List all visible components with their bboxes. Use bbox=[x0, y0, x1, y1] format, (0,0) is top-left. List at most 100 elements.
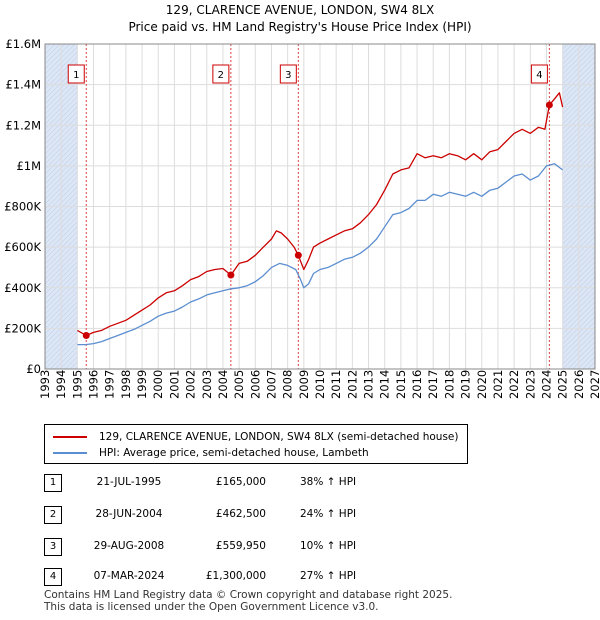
x-tick-label: 2010 bbox=[313, 370, 327, 399]
x-tick-label: 1993 bbox=[38, 370, 52, 399]
x-tick-label: 2025 bbox=[556, 370, 570, 399]
plot-frame bbox=[44, 43, 596, 370]
transaction-row: 2 28-JUN-2004 £462,500 24% ↑ HPI bbox=[44, 506, 444, 524]
x-tick-label: 1995 bbox=[70, 370, 84, 399]
price-chart: 129, CLARENCE AVENUE, LONDON, SW4 8LX Pr… bbox=[4, 3, 600, 399]
x-tick-label: 2024 bbox=[539, 370, 553, 399]
hatch-line bbox=[572, 346, 596, 370]
x-tick-label: 2000 bbox=[151, 370, 165, 399]
y-tick-label: £800K bbox=[4, 200, 41, 214]
sale-label-number: 3 bbox=[285, 70, 291, 81]
transaction-date: 29-AUG-2008 bbox=[93, 540, 165, 552]
transaction-hpi-change: 10% ↑ HPI bbox=[300, 540, 357, 552]
x-tick-label: 1997 bbox=[103, 370, 117, 399]
y-tick-label: £200K bbox=[4, 321, 41, 335]
sale-label-box bbox=[67, 64, 85, 84]
hatch-line bbox=[44, 43, 76, 75]
hatch-line bbox=[44, 43, 71, 70]
transaction-number: 3 bbox=[44, 538, 62, 556]
sale-label-number: 1 bbox=[73, 70, 79, 81]
sale-point bbox=[294, 251, 302, 259]
transaction-hpi-change: 24% ↑ HPI bbox=[300, 508, 357, 520]
hatch-line bbox=[44, 43, 61, 60]
x-tick-label: 1998 bbox=[119, 370, 133, 399]
x-tick-label: 2001 bbox=[167, 370, 181, 399]
x-tick-label: 2020 bbox=[475, 370, 489, 399]
hatch-line bbox=[44, 43, 56, 55]
x-tick-label: 1999 bbox=[135, 370, 149, 399]
y-tick-label: £1M bbox=[16, 159, 41, 173]
transaction-row: 1 21-JUL-1995 £165,000 38% ↑ HPI bbox=[44, 474, 444, 492]
hatch-line bbox=[562, 43, 568, 50]
transaction-number: 1 bbox=[44, 474, 62, 492]
legend: 129, CLARENCE AVENUE, LONDON, SW4 8LX (s… bbox=[44, 424, 468, 464]
transaction-row: 4 07-MAR-2024 £1,300,000 27% ↑ HPI bbox=[44, 568, 444, 586]
footer: Contains HM Land Registry data © Crown c… bbox=[44, 589, 453, 613]
hatch-line bbox=[54, 346, 78, 370]
footer-copyright: Contains HM Land Registry data © Crown c… bbox=[44, 589, 453, 601]
x-tick-label: 2005 bbox=[232, 370, 246, 399]
y-tick-label: £400K bbox=[4, 281, 41, 295]
sale-label-box bbox=[279, 64, 297, 84]
x-tick-label: 2027 bbox=[588, 370, 600, 399]
hatch-line bbox=[562, 43, 593, 75]
sale-label-number: 2 bbox=[218, 70, 224, 81]
x-tick-label: 2015 bbox=[394, 370, 408, 399]
sale-label-number: 4 bbox=[536, 70, 542, 81]
x-tick-label: 2014 bbox=[378, 370, 392, 399]
transaction-price: £559,950 bbox=[215, 540, 266, 552]
x-tick-label: 2026 bbox=[572, 370, 586, 399]
x-tick-label: 2022 bbox=[507, 370, 521, 399]
x-tick-label: 1996 bbox=[87, 370, 101, 399]
x-tick-label: 2011 bbox=[329, 370, 343, 399]
sale-point bbox=[227, 271, 235, 279]
hatch-line bbox=[64, 356, 78, 370]
x-tick-label: 2009 bbox=[297, 370, 311, 399]
hatch-line bbox=[59, 351, 78, 370]
legend-label-property: 129, CLARENCE AVENUE, LONDON, SW4 8LX (s… bbox=[99, 431, 459, 443]
y-tick-label: £1.2M bbox=[5, 118, 41, 132]
legend-item-hpi: HPI: Average price, semi-detached house,… bbox=[53, 445, 369, 461]
x-tick-label: 2019 bbox=[459, 370, 473, 399]
x-tick-label: 2006 bbox=[248, 370, 262, 399]
hatch-line bbox=[577, 351, 596, 370]
transaction-price: £165,000 bbox=[215, 476, 266, 488]
y-tick-label: £0 bbox=[26, 362, 41, 376]
y-tick-label: £1.4M bbox=[5, 78, 41, 92]
chart-subtitle: Price paid vs. HM Land Registry's House … bbox=[128, 20, 471, 34]
transaction-date: 28-JUN-2004 bbox=[95, 508, 163, 520]
hatch-line bbox=[567, 341, 596, 370]
transaction-date: 07-MAR-2024 bbox=[93, 570, 165, 582]
x-tick-label: 1994 bbox=[54, 370, 68, 399]
y-tick-label: £600K bbox=[4, 240, 41, 254]
transaction-number: 4 bbox=[44, 568, 62, 586]
sale-label-box bbox=[212, 64, 230, 84]
sale-label-box bbox=[530, 64, 548, 84]
hatch-line bbox=[69, 361, 78, 370]
chart-title: 129, CLARENCE AVENUE, LONDON, SW4 8LX bbox=[166, 3, 434, 17]
y-tick-label: £1.6M bbox=[5, 37, 41, 51]
transaction-date: 21-JUL-1995 bbox=[96, 476, 162, 488]
x-tick-label: 2003 bbox=[200, 370, 214, 399]
x-tick-label: 2004 bbox=[216, 370, 230, 399]
legend-label-hpi: HPI: Average price, semi-detached house,… bbox=[99, 447, 369, 459]
x-tick-label: 2016 bbox=[410, 370, 424, 399]
transaction-price: £462,500 bbox=[215, 508, 266, 520]
hatch-line bbox=[562, 43, 588, 70]
footer-license: This data is licensed under the Open Gov… bbox=[44, 600, 379, 613]
hpi-line bbox=[77, 163, 563, 346]
hatch-line bbox=[562, 43, 578, 60]
x-tick-label: 2023 bbox=[523, 370, 537, 399]
x-tick-label: 2021 bbox=[491, 370, 505, 399]
x-tick-label: 2018 bbox=[442, 370, 456, 399]
hatch-line bbox=[562, 43, 573, 55]
sale-point bbox=[545, 101, 553, 109]
legend-item-property: 129, CLARENCE AVENUE, LONDON, SW4 8LX (s… bbox=[53, 429, 458, 445]
transaction-number: 2 bbox=[44, 506, 62, 524]
x-tick-label: 2008 bbox=[281, 370, 295, 399]
legend-swatch-hpi bbox=[53, 452, 87, 454]
transaction-hpi-change: 38% ↑ HPI bbox=[300, 476, 357, 488]
transaction-row: 3 29-AUG-2008 £559,950 10% ↑ HPI bbox=[44, 538, 444, 556]
x-tick-label: 2002 bbox=[184, 370, 198, 399]
x-tick-label: 2012 bbox=[345, 370, 359, 399]
